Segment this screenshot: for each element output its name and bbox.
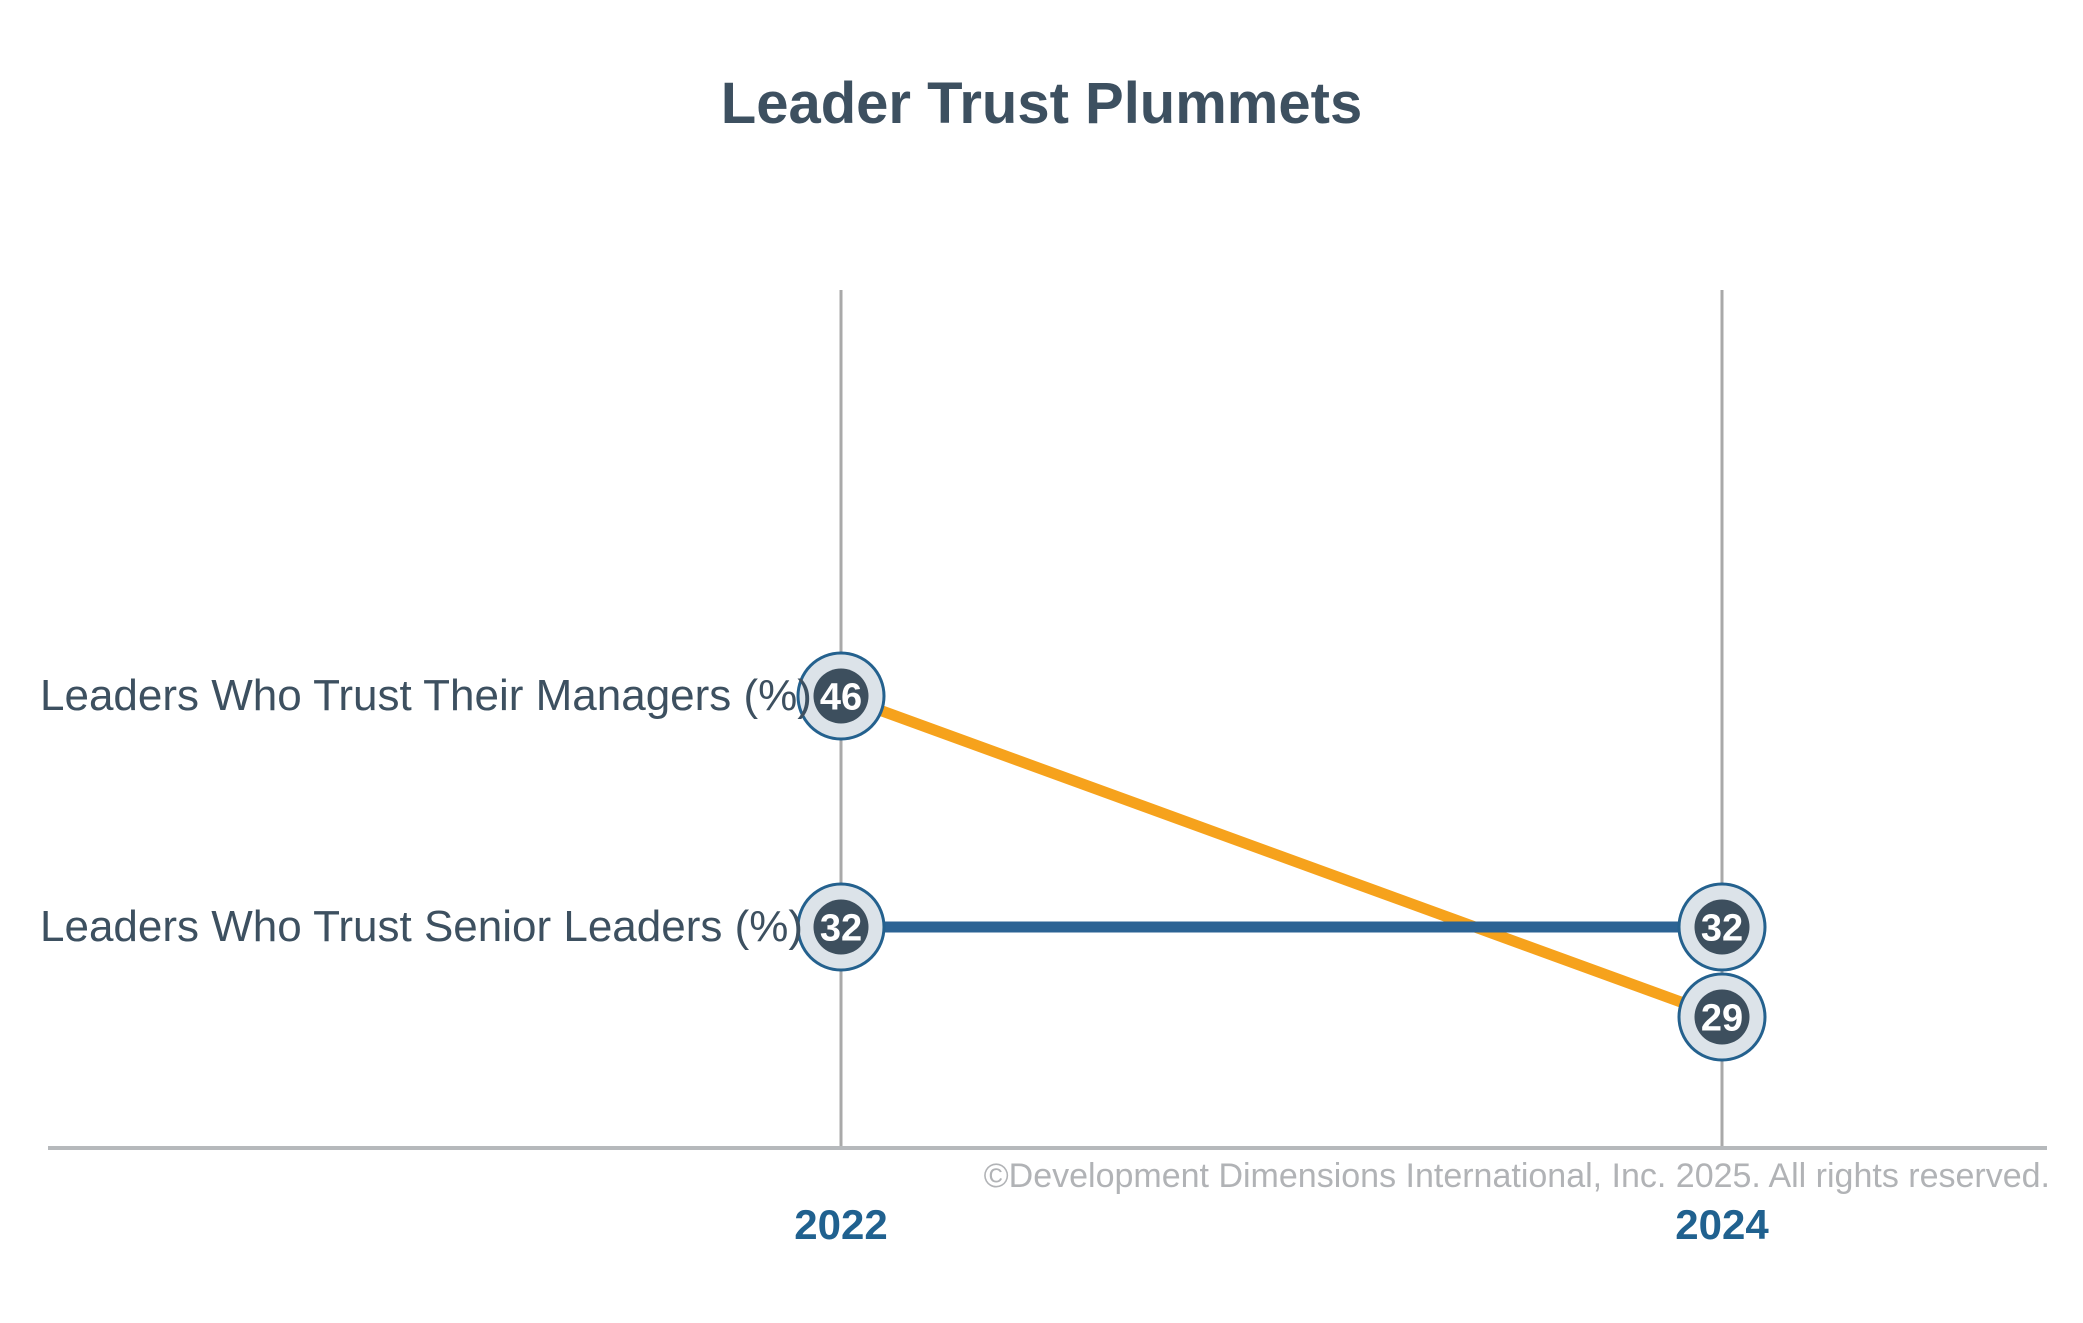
marker-inner-circle bbox=[813, 668, 869, 724]
series-label-trust-managers: Leaders Who Trust Their Managers (%) bbox=[40, 671, 812, 720]
x-axis-label-2022: 2022 bbox=[794, 1201, 888, 1248]
marker-value-label: 32 bbox=[820, 908, 862, 950]
marker-inner-circle bbox=[1694, 989, 1750, 1045]
series-label-trust-senior-leaders: Leaders Who Trust Senior Leaders (%) bbox=[40, 902, 804, 951]
series-line-0 bbox=[839, 690, 1724, 1023]
marker-value-label: 32 bbox=[1701, 908, 1743, 950]
data-point-2022-46: 46 bbox=[796, 651, 886, 741]
data-point-2024-29: 29 bbox=[1677, 972, 1767, 1062]
data-point-2024-32: 32 bbox=[1677, 882, 1767, 972]
chart-title: Leader Trust Plummets bbox=[720, 71, 1363, 136]
marker-inner-circle bbox=[1694, 899, 1750, 955]
marker-inner-circle bbox=[813, 899, 869, 955]
x-axis-label-2024: 2024 bbox=[1675, 1201, 1769, 1248]
marker-value-label: 29 bbox=[1701, 998, 1743, 1040]
data-point-2022-32: 32 bbox=[796, 882, 886, 972]
marker-value-label: 46 bbox=[820, 677, 862, 719]
copyright-text: ©Development Dimensions International, I… bbox=[983, 1157, 2050, 1195]
